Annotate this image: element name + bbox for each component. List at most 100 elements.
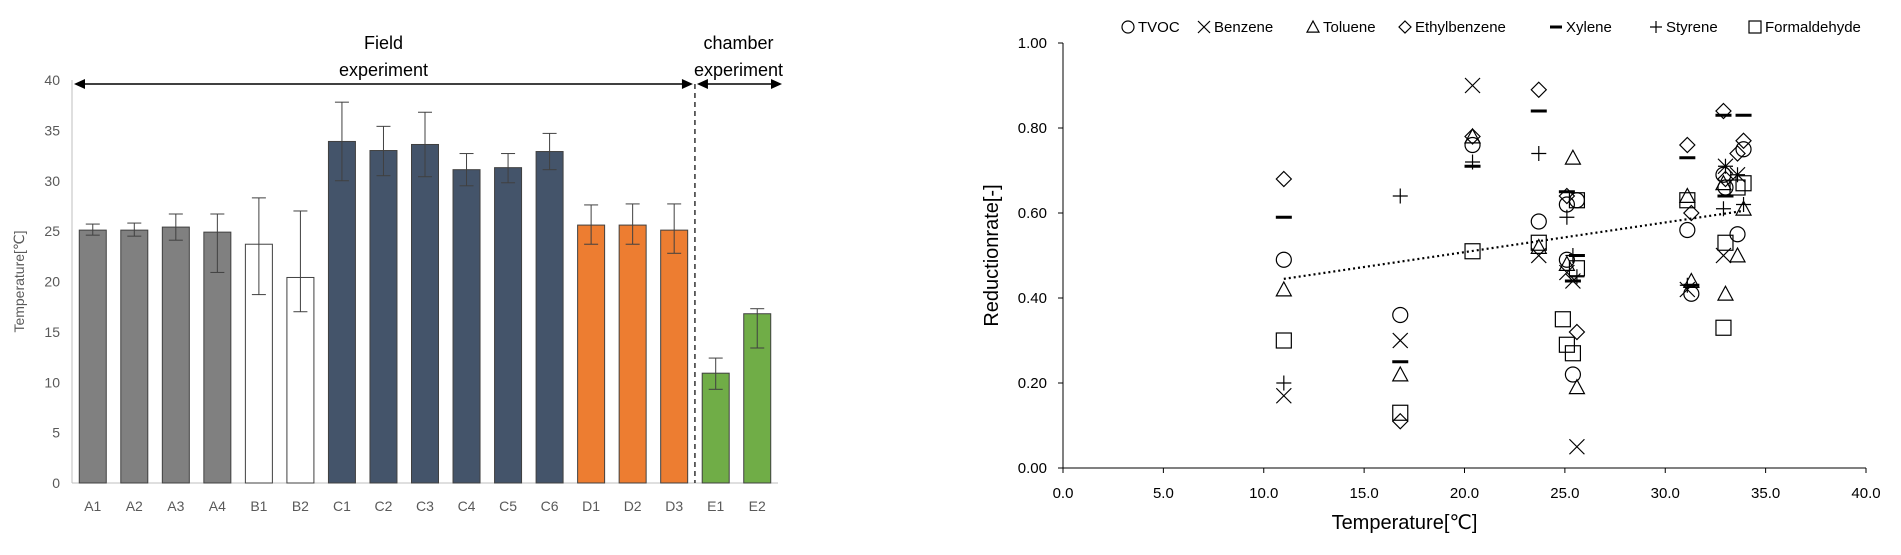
chamber-annotation-line-1: chamber <box>703 33 773 53</box>
bar-y-axis-label: Temperature[℃] <box>11 230 27 332</box>
bar-A3 <box>161 226 190 484</box>
legend-marker-tvoc <box>1121 20 1135 34</box>
field-arrow-head-left <box>74 79 85 89</box>
legend-marker-styrene <box>1650 21 1662 33</box>
point-ethylbenzene <box>1391 412 1409 430</box>
bar-x-tick-label: A3 <box>167 498 184 514</box>
point-toluene <box>1735 199 1753 216</box>
legend-label-benzene: Benzene <box>1214 19 1273 36</box>
point-toluene <box>1275 280 1293 297</box>
legend-marker-toluene <box>1305 19 1321 33</box>
point-toluene <box>1714 174 1732 191</box>
scatter-x-tick-label: 10.0 <box>1249 485 1278 502</box>
field-annotation-line-2: experiment <box>339 60 428 80</box>
point-formaldehyde <box>1392 404 1409 421</box>
bar-x-tick-label: B1 <box>250 498 267 514</box>
point-formaldehyde <box>1715 319 1732 336</box>
bar-y-tick-label: 5 <box>52 425 60 441</box>
bar-E1 <box>701 372 730 484</box>
bar-y-tick-label: 25 <box>44 223 60 239</box>
point-styrene <box>1276 375 1292 391</box>
point-tvoc <box>1558 251 1575 268</box>
scatter-y-tick-label: 0.20 <box>1018 375 1047 392</box>
point-toluene <box>1558 255 1576 271</box>
point-formaldehyde <box>1735 175 1752 192</box>
point-formaldehyde <box>1568 192 1586 209</box>
point-ethylbenzene <box>1530 81 1548 99</box>
point-toluene <box>1678 187 1696 203</box>
point-formaldehyde <box>1558 336 1575 353</box>
point-formaldehyde <box>1564 345 1582 362</box>
bar-x-tick-label: C1 <box>333 498 351 514</box>
point-benzene <box>1392 332 1409 349</box>
legend-marker-benzene <box>1197 20 1211 34</box>
bar-chart: 0 5 10 15 20 25 30 35 40 Temperature[℃] A1 A2 A3 A4 B1… <box>11 33 783 514</box>
point-styrene <box>1392 188 1408 204</box>
scatter-x-tick-label: 35.0 <box>1751 485 1780 502</box>
point-benzene <box>1464 77 1481 94</box>
bar-y-tick-label: 20 <box>44 274 60 290</box>
point-styrene <box>1531 146 1547 161</box>
bar-D3 <box>660 229 689 484</box>
bar-x-tick-label: D2 <box>624 498 642 514</box>
bar-x-tick-label: A1 <box>84 498 101 514</box>
scatter-chart: 0.00 0.20 0.40 0.60 0.80 1.00 0.0 5.0 10.0 15.0 20… <box>981 19 1881 534</box>
legend-label-ethylbenzene: Ethylbenzene <box>1415 19 1506 36</box>
bar-x-tick-label: B2 <box>292 498 309 514</box>
bar-C2 <box>369 150 398 484</box>
point-formaldehyde <box>1679 192 1696 209</box>
point-formaldehyde <box>1729 179 1746 196</box>
point-formaldehyde <box>1717 234 1734 251</box>
point-styrene <box>1465 154 1481 170</box>
bar-y-tick-label: 40 <box>44 72 60 88</box>
point-toluene <box>1716 284 1734 301</box>
point-ethylbenzene <box>1735 132 1752 150</box>
point-toluene <box>1464 127 1482 144</box>
bar-x-tick-label: C2 <box>375 498 393 514</box>
scatter-x-tick-label: 40.0 <box>1851 485 1880 502</box>
bar-x-tick-label: D3 <box>665 498 683 514</box>
legend-label-formaldehyde: Formaldehyde <box>1765 19 1861 36</box>
point-tvoc <box>1392 306 1409 324</box>
bar-D1 <box>577 224 606 484</box>
bar-C5 <box>494 167 523 484</box>
chamber-annotation-line-2: experiment <box>694 60 783 80</box>
point-ethylbenzene <box>1717 170 1734 188</box>
point-formaldehyde <box>1568 260 1586 277</box>
point-styrene <box>1717 158 1733 174</box>
point-tvoc <box>1568 192 1586 209</box>
point-benzene <box>1558 264 1575 281</box>
bar-y-tick-label: 35 <box>44 122 60 138</box>
point-benzene <box>1568 438 1585 455</box>
point-tvoc <box>1275 251 1292 268</box>
scatter-x-axis-label: Temperature[℃] <box>1332 512 1478 534</box>
point-ethylbenzene <box>1464 128 1481 145</box>
legend-marker-ethylbenzene <box>1398 20 1412 34</box>
legend-label-styrene: Styrene <box>1666 19 1718 36</box>
bar-x-tick-label: E2 <box>749 498 766 514</box>
point-tvoc <box>1530 213 1547 230</box>
point-toluene <box>1564 148 1582 165</box>
point-ethylbenzene <box>1275 170 1293 188</box>
bar-y-tick-label: 15 <box>44 324 60 340</box>
field-arrow-head-right <box>681 79 693 89</box>
legend-label-tvoc: TVOC <box>1138 19 1180 36</box>
point-ethylbenzene <box>1729 145 1746 162</box>
point-formaldehyde <box>1275 332 1292 349</box>
scatter-y-tick-label: 0.60 <box>1018 205 1047 222</box>
bar-x-tick-label: A4 <box>209 498 226 514</box>
legend-marker-formaldehyde <box>1748 20 1762 34</box>
point-toluene <box>1568 378 1586 395</box>
point-ethylbenzene <box>1715 102 1732 120</box>
point-styrene <box>1679 277 1695 293</box>
point-styrene <box>1736 197 1752 212</box>
scatter-y-axis-label: Reductionrate[-] <box>981 184 1003 326</box>
point-toluene <box>1530 238 1548 254</box>
legend-label-xylene: Xylene <box>1566 19 1612 36</box>
point-tvoc <box>1564 366 1582 383</box>
scatter-x-tick-label: 30.0 <box>1651 485 1680 502</box>
point-ethylbenzene <box>1678 136 1696 154</box>
point-styrene <box>1559 209 1575 225</box>
point-tvoc <box>1679 221 1696 239</box>
